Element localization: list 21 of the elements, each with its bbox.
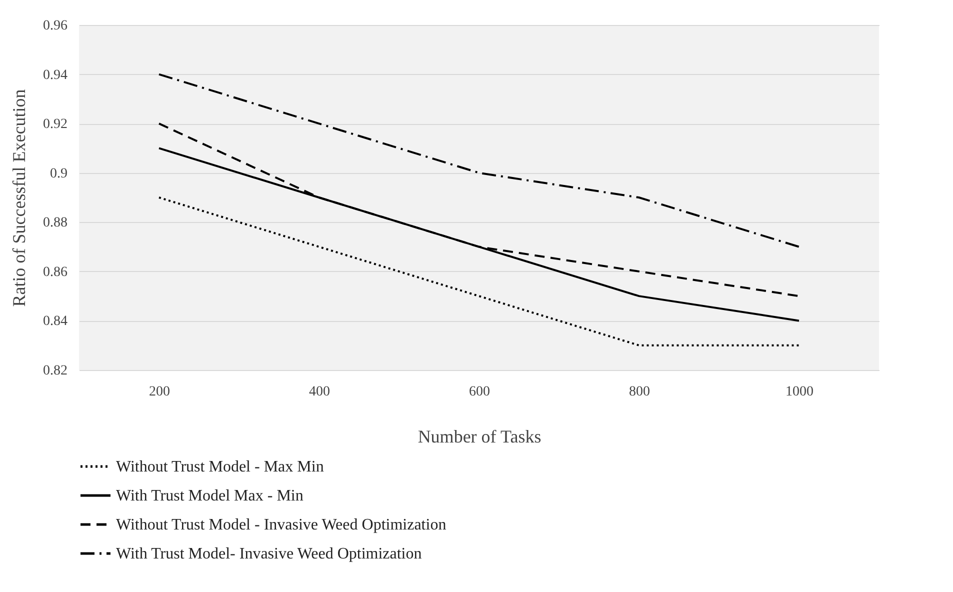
legend-label: Without Trust Model - Max Min xyxy=(116,458,324,476)
y-tick-label: 0.84 xyxy=(43,314,68,330)
y-tick-label: 0.9 xyxy=(50,166,68,182)
y-tick-label: 0.94 xyxy=(43,68,68,83)
line-series xyxy=(158,196,800,346)
legend-label: With Trust Model- Invasive Weed Optimization xyxy=(116,546,422,562)
x-tick-label: 800 xyxy=(629,384,650,400)
y-tick-label: 0.86 xyxy=(43,264,68,280)
x-axis-title: Number of Tasks xyxy=(418,426,542,446)
y-axis-title: Ratio of Successful Execution xyxy=(9,89,29,307)
legend-label: Without Trust Model - Invasive Weed Optimization xyxy=(116,516,446,534)
y-tick-label: 0.96 xyxy=(43,18,68,34)
line-series xyxy=(158,73,800,248)
y-tick-label: 0.82 xyxy=(43,364,68,378)
y-tick-label: 0.88 xyxy=(43,216,68,231)
x-tick-label: 400 xyxy=(309,384,330,400)
legend-label: With Trust Model Max - Min xyxy=(116,488,304,504)
x-tick-label: 600 xyxy=(469,384,490,400)
x-tick-label: 1000 xyxy=(786,384,814,400)
x-tick-label: 200 xyxy=(149,384,170,400)
y-tick-label: 0.92 xyxy=(43,117,68,132)
